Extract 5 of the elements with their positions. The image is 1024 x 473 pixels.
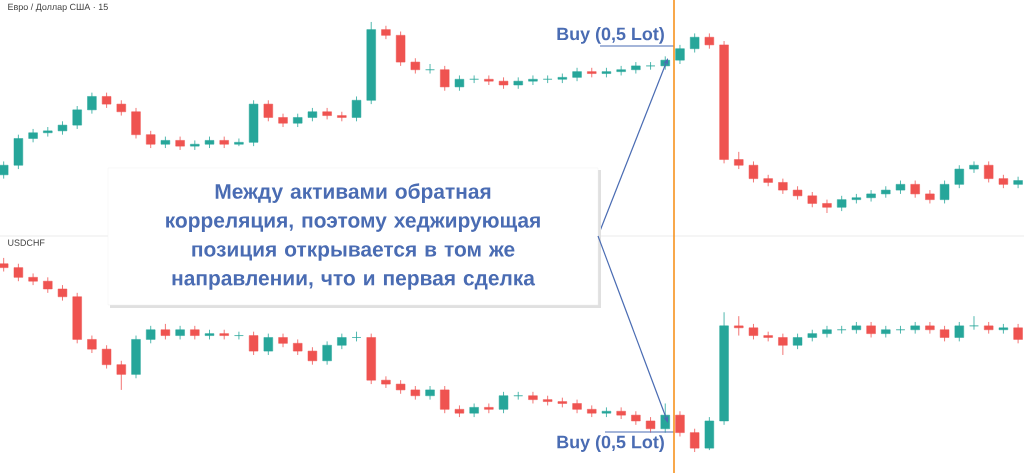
annotation: Buy (0,5 Lot) [557, 27, 664, 44]
annotation: Buy (0,5 Lot) [557, 435, 664, 452]
annotation: Между активами обратная корреляция, поэтому хеджирующая позиция открывается в том же направлении, что и первая сделка [166, 183, 540, 290]
chart-title: USDCHF [8, 239, 45, 246]
chart-title: Евро / Доллар США · 15 [8, 3, 108, 12]
